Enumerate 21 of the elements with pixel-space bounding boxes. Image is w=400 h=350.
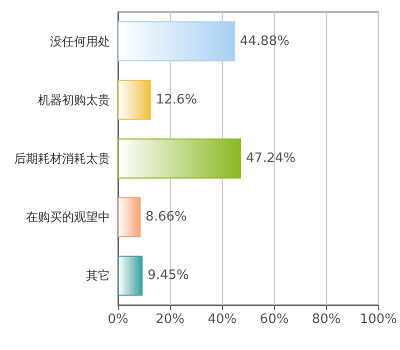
y-tick-label: 没任何用处 <box>50 34 110 48</box>
x-tick-label: 0% <box>108 312 128 327</box>
bar <box>118 80 151 120</box>
bar <box>118 21 235 62</box>
bar <box>118 138 242 178</box>
x-tick-label: 80% <box>312 312 341 327</box>
data-label: 44.88% <box>240 34 290 49</box>
data-label: 47.24% <box>246 151 296 166</box>
x-tick-label: 100% <box>360 312 398 327</box>
data-label: 8.66% <box>146 210 187 225</box>
bar <box>118 256 143 296</box>
y-tick-label: 在购买的观望中 <box>26 210 110 224</box>
x-tick-label: 20% <box>156 312 185 327</box>
bar <box>118 197 141 238</box>
y-tick-label: 后期耗材消耗太贵 <box>14 152 110 166</box>
y-tick-label: 其它 <box>86 268 110 283</box>
y-tick-label: 机器初购太贵 <box>38 92 110 107</box>
data-label: 12.6% <box>156 92 198 108</box>
data-label: 9.45% <box>148 268 189 284</box>
x-tick-label: 40% <box>208 312 237 327</box>
x-tick-label: 60% <box>260 312 289 327</box>
